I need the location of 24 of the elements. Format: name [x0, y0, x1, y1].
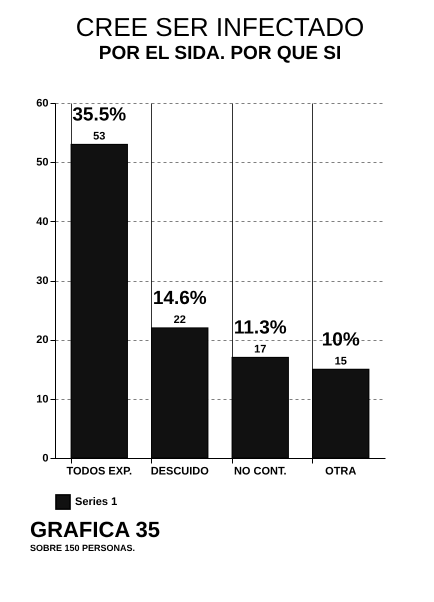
y-tick-label: 0	[42, 452, 48, 464]
annotation: 10%	[322, 329, 360, 350]
legend-label: Series 1	[75, 496, 118, 508]
y-tick-label: 30	[36, 275, 48, 287]
y-tick-label: 40	[36, 216, 48, 228]
x-tick-label: OTRA	[325, 466, 356, 478]
data-label: 17	[254, 343, 266, 356]
x-tick-label: NO CONT.	[234, 466, 287, 478]
annotation: 14.6%	[152, 288, 207, 309]
x-tick-label: TODOS EXP.	[66, 466, 132, 478]
y-tick-label: 10	[36, 393, 48, 406]
chart-title: CREE SER INFECTADO	[76, 12, 364, 42]
annotation: 11.3%	[234, 317, 287, 338]
data-label: 15	[334, 355, 347, 368]
data-label: 22	[174, 314, 186, 326]
data-label: 53	[93, 130, 106, 142]
text: SOBRE 150 PERSONAS.	[30, 543, 136, 553]
y-tick-label: 60	[36, 98, 48, 110]
y-tick-label: 20	[36, 334, 48, 346]
x-tick-label: DESCUIDO	[150, 466, 210, 478]
text: GRAFICA 35	[30, 517, 160, 542]
annotation: 35.5%	[72, 104, 126, 126]
chart-subtitle: POR EL SIDA. POR QUE SI	[98, 43, 342, 64]
y-tick-label: 50	[36, 156, 48, 169]
